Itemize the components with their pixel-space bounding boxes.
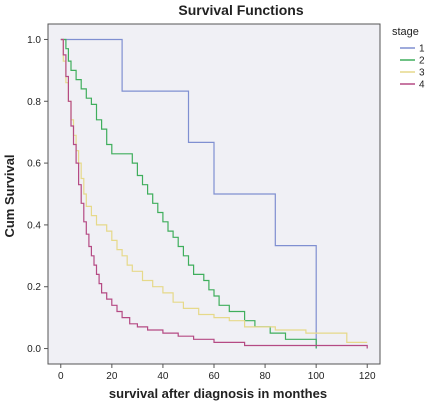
x-tick-label: 120 [359, 371, 376, 382]
legend-label-stage-3: 3 [419, 68, 425, 79]
y-tick-label: 0.8 [27, 97, 41, 108]
series-line-stage-4 [60, 38, 368, 349]
legend-label-stage-4: 4 [419, 80, 425, 91]
y-tick-label: 0.0 [27, 344, 41, 355]
x-tick-label: 100 [308, 371, 325, 382]
x-tick-label: 40 [157, 371, 169, 382]
series-line-stage-1 [60, 38, 317, 349]
legend-label-stage-1: 1 [419, 44, 425, 55]
y-tick-label: 0.2 [27, 282, 41, 293]
y-tick-label: 1.0 [27, 35, 41, 46]
x-tick-label: 0 [58, 371, 64, 382]
series-layer [60, 38, 368, 349]
x-tick-label: 20 [106, 371, 118, 382]
y-axis-label: Cum Survival [2, 154, 17, 237]
y-tick-label: 0.4 [27, 220, 41, 231]
x-tick-label: 60 [208, 371, 220, 382]
axis-ticks: 0 20 40 60 80 100 120 0.0 0.2 0.4 0.6 0.8 1.0 [27, 35, 376, 382]
series-line-stage-2 [60, 38, 317, 349]
x-tick-label: 80 [260, 371, 272, 382]
x-axis-label: survival after diagnosis in monthes [109, 386, 327, 401]
legend-title: stage [392, 26, 419, 38]
y-tick-label: 0.6 [27, 159, 41, 170]
legend-label-stage-2: 2 [419, 56, 425, 67]
chart-title: Survival Functions [178, 2, 303, 18]
